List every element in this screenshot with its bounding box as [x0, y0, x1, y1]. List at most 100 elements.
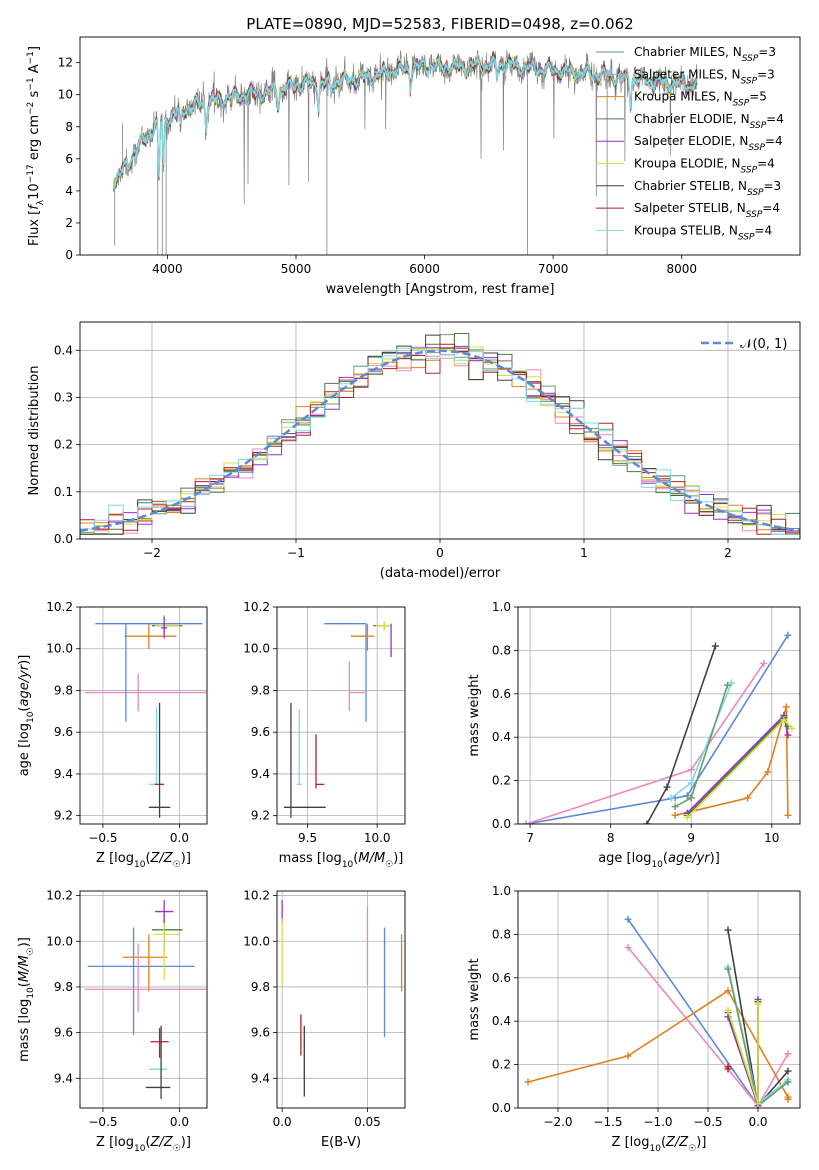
x-tick-label: 0.05	[354, 1115, 381, 1129]
series-marker	[683, 792, 691, 800]
y-tick-label: 10.2	[46, 600, 73, 614]
series-marker	[667, 794, 675, 802]
plot-area	[84, 615, 207, 818]
plot-area	[524, 915, 792, 1108]
legend-label: 𝒩(0, 1)	[740, 337, 787, 352]
legend-label: Kroupa MILES, NSSP=5	[634, 90, 767, 109]
panel-8: −2.0 −1.5 −1.0 −0.5 0.0 0.0 0.2 0.4 0.6 0.8 1.0 Z […	[467, 884, 801, 1154]
axes-frame	[276, 606, 406, 825]
y-tick-label: 0.8	[492, 927, 511, 941]
series-marker	[788, 725, 796, 733]
y-tick-label: 0.4	[492, 730, 511, 744]
panel-2: −2 −1 0 1 2 0.0 0.1 0.2 0.3 0.4 (data-model)/error…	[27, 321, 801, 581]
series-marker	[784, 631, 792, 639]
legend-label: Chabrier ELODIE, NSSP=4	[634, 112, 784, 131]
histogram-chabrier-stelib	[80, 334, 800, 535]
y-tick-label: 9.8	[54, 980, 73, 994]
legend-label: Salpeter ELODIE, NSSP=4	[634, 134, 783, 153]
y-axis-label: Flux [fλ10−17 erg cm−2 s−1 A−1]	[26, 46, 46, 246]
series-marker	[711, 642, 719, 650]
y-tick-label: 0.1	[54, 485, 73, 499]
axes-frame	[79, 606, 208, 825]
y-tick-label: 10.0	[46, 934, 73, 948]
y-tick-label: 0.8	[492, 643, 511, 657]
series-line	[525, 634, 789, 824]
legend-label: Chabrier MILES, NSSP=3	[634, 45, 776, 64]
legend-label: Kroupa STELIB, NSSP=4	[634, 223, 772, 242]
y-axis-label: mass weight	[467, 674, 482, 756]
x-tick-label: 0.0	[748, 1115, 767, 1129]
axes-frame	[276, 890, 406, 1109]
x-tick-label: 8000	[666, 262, 697, 276]
x-tick-label: 0.0	[273, 1115, 292, 1129]
axes-frame	[517, 890, 801, 1109]
x-axis-label: age [log10(age/yr)]	[598, 851, 720, 870]
y-tick-label: 9.4	[54, 1071, 73, 1085]
series-marker	[784, 1050, 792, 1058]
series-marker	[754, 1100, 762, 1108]
y-tick-label: 0.0	[492, 817, 511, 831]
y-tick-label: 9.6	[251, 1026, 270, 1040]
panel-7: 0.0 0.05 9.4 9.6 9.8 10.0 10.2 E(B-V)	[243, 889, 406, 1150]
y-tick-label: 9.4	[251, 1071, 270, 1085]
series-marker	[663, 783, 671, 791]
series-marker	[724, 965, 732, 973]
y-tick-label: 10.0	[243, 934, 270, 948]
x-tick-label: −0.5	[88, 831, 117, 845]
x-tick-label: 10	[764, 831, 779, 845]
y-tick-label: 9.2	[251, 809, 270, 823]
x-tick-label: −1	[287, 546, 305, 560]
x-axis-label: E(B-V)	[321, 1135, 361, 1150]
series-marker	[724, 926, 732, 934]
y-tick-label: 0.3	[54, 390, 73, 404]
y-tick-label: 10.2	[243, 600, 270, 614]
y-tick-label: 0.2	[492, 774, 511, 788]
series-marker	[784, 1078, 792, 1086]
y-tick-label: 0.2	[492, 1058, 511, 1072]
series-marker	[784, 811, 792, 819]
y-axis-label: mass weight	[467, 958, 482, 1040]
x-tick-label: −0.5	[693, 1115, 722, 1129]
legend-label: Kroupa ELODIE, NSSP=4	[634, 157, 775, 176]
series-marker	[724, 1063, 732, 1071]
axes-frame	[79, 890, 208, 1109]
y-tick-label: 1.0	[492, 884, 511, 898]
x-tick-label: −1.5	[593, 1115, 622, 1129]
x-tick-label: −2	[143, 546, 161, 560]
series-marker	[624, 915, 632, 923]
series-marker	[723, 681, 731, 689]
x-tick-label: 0	[436, 546, 444, 560]
panel-1: 4000 5000 6000 7000 8000 0 2 4 6 8 10 12 wavelength …	[26, 36, 801, 297]
series-marker	[624, 1052, 632, 1060]
panel-3: −0.5 0.0 9.2 9.4 9.6 9.8 10.0 10.2 Z [log10(Z/Z☉…	[17, 600, 208, 870]
series-marker	[784, 1067, 792, 1075]
y-tick-label: 10.2	[46, 889, 73, 903]
x-tick-label: 10.0	[364, 831, 391, 845]
gaussian-curve	[80, 349, 800, 532]
legend-label: Salpeter STELIB, NSSP=4	[634, 201, 780, 220]
y-tick-label: 0.0	[492, 1101, 511, 1115]
y-tick-label: 9.6	[54, 1026, 73, 1040]
y-tick-label: 1.0	[492, 600, 511, 614]
series-marker	[760, 659, 768, 667]
series-marker	[784, 731, 792, 739]
y-tick-label: 9.4	[251, 767, 270, 781]
plot-area	[522, 631, 796, 824]
figure-title: PLATE=0890, MJD=52583, FIBERID=0498, z=0…	[246, 15, 633, 33]
y-tick-label: 9.4	[54, 767, 73, 781]
series-marker	[671, 811, 679, 819]
axes-frame	[79, 321, 801, 540]
x-tick-label: 9.5	[298, 831, 317, 845]
plot-area	[84, 900, 207, 1099]
y-tick-label: 10.2	[243, 889, 270, 903]
x-axis-label: Z [log10(Z/Z☉)]	[612, 1135, 707, 1154]
y-tick-label: 2	[65, 216, 73, 230]
series-marker	[643, 820, 651, 824]
x-tick-label: 9	[687, 831, 695, 845]
series-marker	[671, 803, 679, 811]
y-tick-label: 9.8	[54, 683, 73, 697]
x-tick-label: 1	[580, 546, 588, 560]
x-tick-label: 2	[724, 546, 732, 560]
y-tick-label: 0.4	[54, 343, 73, 357]
series-marker	[687, 779, 695, 787]
